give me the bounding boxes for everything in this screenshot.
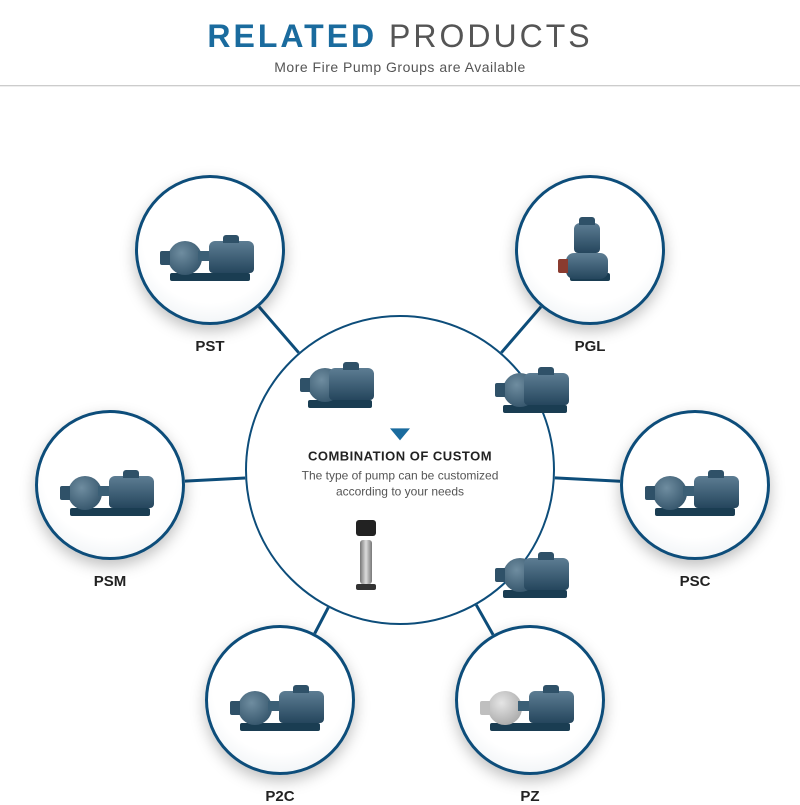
- diagram: COMBINATION OF CUSTOM The type of pump c…: [0, 100, 800, 800]
- product-node-psm[interactable]: [35, 410, 185, 560]
- product-node-p2c[interactable]: [205, 625, 355, 775]
- product-label-psm: PSM: [94, 573, 127, 590]
- product-label-pst: PST: [195, 338, 224, 355]
- product-node-pgl[interactable]: [515, 175, 665, 325]
- product-image: [461, 631, 599, 769]
- center-pump-2: [495, 545, 575, 600]
- center-title: COMBINATION OF CUSTOM: [280, 448, 520, 463]
- pump-icon: [300, 355, 380, 410]
- pump-icon: [645, 453, 745, 518]
- chevron-down-icon: [390, 428, 410, 440]
- page-title: RELATED PRODUCTS: [0, 18, 800, 55]
- title-plain: PRODUCTS: [389, 18, 593, 54]
- pump-icon: [230, 668, 330, 733]
- center-content: COMBINATION OF CUSTOM The type of pump c…: [280, 428, 520, 499]
- center-pump-0: [300, 355, 380, 410]
- product-node-pst[interactable]: [135, 175, 285, 325]
- pump-icon: [160, 218, 260, 283]
- product-image: [141, 181, 279, 319]
- page-subtitle: More Fire Pump Groups are Available: [0, 59, 800, 75]
- product-node-pz[interactable]: [455, 625, 605, 775]
- product-label-pgl: PGL: [575, 338, 606, 355]
- center-vertical-pump: [352, 520, 380, 590]
- product-node-psc[interactable]: [620, 410, 770, 560]
- header: RELATED PRODUCTS More Fire Pump Groups a…: [0, 0, 800, 75]
- product-label-psc: PSC: [680, 573, 711, 590]
- center-pump-1: [495, 360, 575, 415]
- product-image: [626, 416, 764, 554]
- pump-icon: [495, 360, 575, 415]
- product-image: [521, 181, 659, 319]
- pump-icon: [480, 668, 580, 733]
- header-divider: [0, 85, 800, 87]
- pump-icon: [60, 453, 160, 518]
- product-label-p2c: P2C: [265, 788, 294, 805]
- product-label-pz: PZ: [520, 788, 539, 805]
- title-accent: RELATED: [207, 18, 377, 54]
- pump-icon: [540, 218, 640, 283]
- product-image: [211, 631, 349, 769]
- pump-icon: [495, 545, 575, 600]
- center-desc: The type of pump can be customized accor…: [280, 467, 520, 499]
- product-image: [41, 416, 179, 554]
